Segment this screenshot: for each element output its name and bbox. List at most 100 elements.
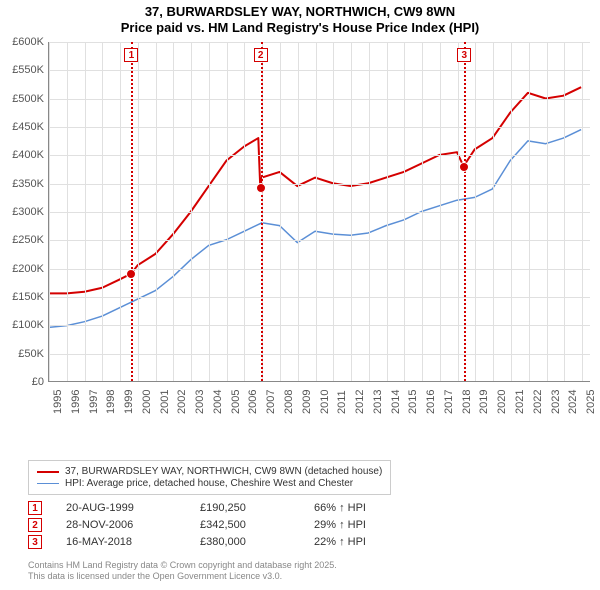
legend-row: 37, BURWARDSLEY WAY, NORTHWICH, CW9 8WN … bbox=[37, 466, 382, 477]
gridline-v bbox=[369, 42, 370, 381]
event-row-marker: 1 bbox=[28, 501, 42, 515]
event-price: £380,000 bbox=[200, 536, 290, 548]
legend-label: HPI: Average price, detached house, Ches… bbox=[65, 478, 353, 489]
event-point-2 bbox=[256, 183, 266, 193]
y-tick-label: £450K bbox=[0, 121, 44, 133]
event-delta: 29% ↑ HPI bbox=[314, 519, 394, 531]
gridline-v bbox=[102, 42, 103, 381]
event-date: 28-NOV-2006 bbox=[66, 519, 176, 531]
y-tick-label: £400K bbox=[0, 149, 44, 161]
x-tick-label: 2019 bbox=[478, 390, 490, 414]
gridline-h bbox=[49, 99, 590, 100]
y-tick-label: £200K bbox=[0, 263, 44, 275]
y-tick-label: £550K bbox=[0, 64, 44, 76]
event-date: 20-AUG-1999 bbox=[66, 502, 176, 514]
gridline-v bbox=[227, 42, 228, 381]
event-delta: 66% ↑ HPI bbox=[314, 502, 394, 514]
event-row-marker: 3 bbox=[28, 535, 42, 549]
y-tick-label: £250K bbox=[0, 234, 44, 246]
x-tick-label: 1996 bbox=[70, 390, 82, 414]
gridline-v bbox=[440, 42, 441, 381]
x-tick-label: 2010 bbox=[319, 390, 331, 414]
gridline-v bbox=[422, 42, 423, 381]
event-line-1 bbox=[131, 42, 133, 381]
page-root: 37, BURWARDSLEY WAY, NORTHWICH, CW9 8WN … bbox=[0, 0, 600, 590]
gridline-v bbox=[156, 42, 157, 381]
event-row-marker: 2 bbox=[28, 518, 42, 532]
legend-label: 37, BURWARDSLEY WAY, NORTHWICH, CW9 8WN … bbox=[65, 466, 382, 477]
x-tick-label: 2024 bbox=[567, 390, 579, 414]
legend: 37, BURWARDSLEY WAY, NORTHWICH, CW9 8WN … bbox=[28, 460, 391, 495]
event-marker-1: 1 bbox=[124, 48, 138, 62]
x-tick-label: 2001 bbox=[159, 390, 171, 414]
x-tick-label: 2002 bbox=[176, 390, 188, 414]
gridline-v bbox=[511, 42, 512, 381]
event-row-1: 1 20-AUG-1999 £190,250 66% ↑ HPI bbox=[28, 501, 394, 515]
gridline-v bbox=[475, 42, 476, 381]
x-tick-label: 2000 bbox=[141, 390, 153, 414]
y-tick-label: £500K bbox=[0, 93, 44, 105]
x-tick-label: 2006 bbox=[247, 390, 259, 414]
gridline-v bbox=[173, 42, 174, 381]
gridline-v bbox=[191, 42, 192, 381]
x-tick-label: 2012 bbox=[354, 390, 366, 414]
gridline-h bbox=[49, 184, 590, 185]
y-tick-label: £50K bbox=[0, 348, 44, 360]
x-tick-label: 2003 bbox=[194, 390, 206, 414]
gridline-v bbox=[582, 42, 583, 381]
gridline-v bbox=[333, 42, 334, 381]
x-tick-label: 2013 bbox=[372, 390, 384, 414]
gridline-v bbox=[280, 42, 281, 381]
x-tick-label: 2017 bbox=[443, 390, 455, 414]
y-tick-label: £150K bbox=[0, 291, 44, 303]
gridline-h bbox=[49, 127, 590, 128]
event-row-3: 3 16-MAY-2018 £380,000 22% ↑ HPI bbox=[28, 535, 394, 549]
event-price: £190,250 bbox=[200, 502, 290, 514]
x-tick-label: 2014 bbox=[390, 390, 402, 414]
x-tick-label: 2015 bbox=[407, 390, 419, 414]
legend-row: HPI: Average price, detached house, Ches… bbox=[37, 478, 382, 489]
footer-line-2: This data is licensed under the Open Gov… bbox=[28, 571, 337, 582]
gridline-v bbox=[404, 42, 405, 381]
event-point-1 bbox=[126, 269, 136, 279]
gridline-v bbox=[458, 42, 459, 381]
event-date: 16-MAY-2018 bbox=[66, 536, 176, 548]
x-tick-label: 2018 bbox=[461, 390, 473, 414]
gridline-v bbox=[493, 42, 494, 381]
footer-line-1: Contains HM Land Registry data © Crown c… bbox=[28, 560, 337, 571]
event-delta: 22% ↑ HPI bbox=[314, 536, 394, 548]
chart: 123 £0£50K£100K£150K£200K£250K£300K£350K… bbox=[0, 42, 600, 422]
event-row-2: 228-NOV-2006£342,50029% ↑ HPI bbox=[28, 518, 394, 532]
gridline-v bbox=[387, 42, 388, 381]
x-tick-label: 2021 bbox=[514, 390, 526, 414]
gridline-v bbox=[138, 42, 139, 381]
gridline-v bbox=[351, 42, 352, 381]
gridline-v bbox=[209, 42, 210, 381]
gridline-v bbox=[85, 42, 86, 381]
x-tick-label: 2008 bbox=[283, 390, 295, 414]
gridline-v bbox=[547, 42, 548, 381]
y-tick-label: £300K bbox=[0, 206, 44, 218]
y-tick-label: £600K bbox=[0, 36, 44, 48]
title-line-1: 37, BURWARDSLEY WAY, NORTHWICH, CW9 8WN bbox=[0, 4, 600, 20]
x-tick-label: 2009 bbox=[301, 390, 313, 414]
y-tick-label: £0 bbox=[0, 376, 44, 388]
gridline-v bbox=[316, 42, 317, 381]
gridline-h bbox=[49, 297, 590, 298]
x-tick-label: 1995 bbox=[52, 390, 64, 414]
gridline-v bbox=[298, 42, 299, 381]
event-point-3 bbox=[459, 162, 469, 172]
title-line-2: Price paid vs. HM Land Registry's House … bbox=[0, 20, 600, 36]
gridline-v bbox=[67, 42, 68, 381]
y-tick-label: £100K bbox=[0, 319, 44, 331]
footer: Contains HM Land Registry data © Crown c… bbox=[28, 560, 337, 582]
event-line-3 bbox=[464, 42, 466, 381]
x-tick-label: 2022 bbox=[532, 390, 544, 414]
x-tick-label: 1999 bbox=[123, 390, 135, 414]
legend-swatch bbox=[37, 471, 59, 473]
legend-swatch bbox=[37, 483, 59, 485]
events-table: 1 20-AUG-1999 £190,250 66% ↑ HPI 2 28-NOV-200… bbox=[28, 498, 394, 552]
gridline-v bbox=[244, 42, 245, 381]
gridline-v bbox=[564, 42, 565, 381]
y-tick-label: £350K bbox=[0, 178, 44, 190]
